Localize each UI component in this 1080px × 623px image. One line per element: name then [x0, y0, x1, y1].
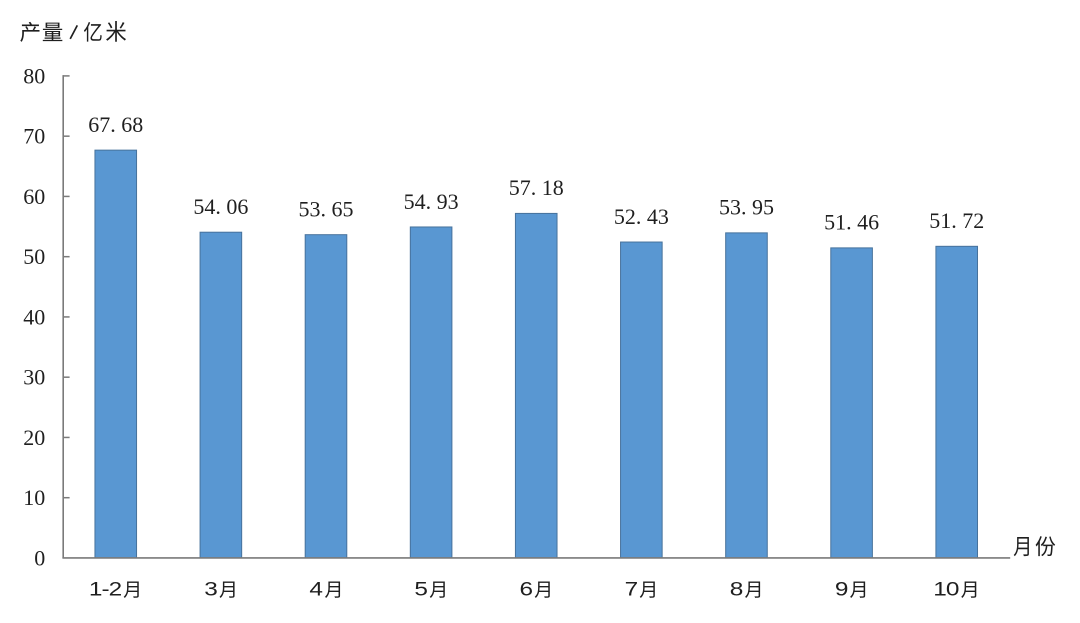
svg-text:54. 06: 54. 06	[193, 194, 248, 219]
svg-text:40: 40	[23, 304, 45, 329]
svg-text:10: 10	[23, 485, 45, 510]
svg-text:4: 4	[309, 578, 322, 600]
svg-text:70: 70	[23, 124, 45, 149]
svg-text:53. 95: 53. 95	[719, 195, 774, 220]
svg-text:3: 3	[204, 578, 217, 600]
svg-text:52. 43: 52. 43	[614, 204, 669, 229]
svg-text:60: 60	[23, 184, 45, 209]
svg-text:54. 93: 54. 93	[404, 189, 459, 214]
svg-text:5: 5	[414, 578, 427, 600]
svg-text:67. 68: 67. 68	[88, 112, 143, 137]
svg-text:30: 30	[23, 365, 45, 390]
svg-text:51. 46: 51. 46	[824, 210, 879, 235]
svg-text:9: 9	[835, 578, 848, 600]
svg-text:8: 8	[730, 578, 743, 600]
svg-text:10: 10	[933, 578, 959, 600]
svg-text:57. 18: 57. 18	[509, 175, 564, 200]
svg-text:51. 72: 51. 72	[929, 208, 984, 233]
svg-text:53. 65: 53. 65	[298, 196, 353, 221]
svg-text:50: 50	[23, 244, 45, 269]
svg-text:0: 0	[34, 545, 45, 570]
svg-text:20: 20	[23, 425, 45, 450]
svg-text:7: 7	[625, 578, 638, 600]
svg-text:1-2: 1-2	[89, 578, 122, 600]
svg-text:80: 80	[23, 63, 45, 88]
svg-text:6: 6	[519, 578, 532, 600]
